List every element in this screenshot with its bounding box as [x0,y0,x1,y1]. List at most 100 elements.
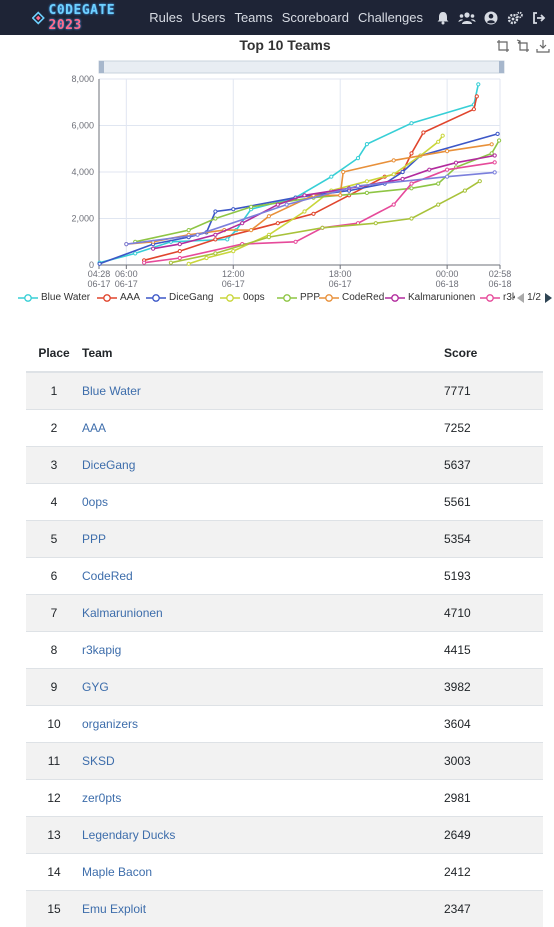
series-point[interactable] [285,203,288,206]
series-point[interactable] [392,159,395,162]
series-point[interactable] [498,139,501,142]
series-point[interactable] [134,252,137,255]
series-point[interactable] [125,243,128,246]
series-point[interactable] [214,217,217,220]
series-point[interactable] [276,222,279,225]
series-point[interactable] [187,229,190,232]
series-point[interactable] [214,233,217,236]
series-point[interactable] [178,250,181,253]
team-link[interactable]: r3kapig [82,643,121,657]
series-point[interactable] [490,143,493,146]
series-point[interactable] [226,238,229,241]
series-point[interactable] [178,243,181,246]
series-point[interactable] [214,238,217,241]
zoom-icon[interactable] [496,39,510,53]
series-point[interactable] [454,161,457,164]
team-link[interactable]: Maple Bacon [82,865,152,879]
user-circle-icon[interactable] [482,9,500,27]
series-point[interactable] [330,175,333,178]
series-point[interactable] [178,256,181,259]
series-point[interactable] [250,229,253,232]
team-link[interactable]: AAA [82,421,106,435]
series-point[interactable] [401,177,404,180]
series-point[interactable] [169,261,172,264]
team-link[interactable]: DiceGang [82,458,135,472]
series-point[interactable] [339,194,342,197]
series-0ops[interactable] [187,134,444,265]
nav-link-teams[interactable]: Teams [234,10,272,25]
series-point[interactable] [196,233,199,236]
series-point[interactable] [478,180,481,183]
legend-item-blue-water[interactable]: Blue Water [18,292,90,303]
series-point[interactable] [428,168,431,171]
series-point[interactable] [472,108,475,111]
series-point[interactable] [152,247,155,250]
series-point[interactable] [392,203,395,206]
series-point[interactable] [493,171,496,174]
series-point[interactable] [321,226,324,229]
legend-item-codered[interactable]: CodeRed [319,292,384,303]
datazoom-handle-left[interactable] [99,61,104,73]
series-point[interactable] [267,215,270,218]
nav-link-users[interactable]: Users [191,10,225,25]
series-point[interactable] [401,170,404,173]
series-point[interactable] [437,140,440,143]
series-point[interactable] [446,175,449,178]
series-point[interactable] [365,180,368,183]
series-point[interactable] [214,252,217,255]
series-point[interactable] [232,250,235,253]
series-point[interactable] [98,262,101,265]
legend-item-aaa[interactable]: AAA [97,292,140,303]
team-link[interactable]: organizers [82,717,138,731]
legend-item-0ops[interactable]: 0ops [220,292,265,303]
series-point[interactable] [356,157,359,160]
team-link[interactable]: PPP [82,532,106,546]
team-link[interactable]: GYG [82,680,109,694]
logout-icon[interactable] [530,9,548,27]
bell-icon[interactable] [434,9,452,27]
team-link[interactable]: CodeRed [82,569,133,583]
series-point[interactable] [312,212,315,215]
series-point[interactable] [410,122,413,125]
nav-link-scoreboard[interactable]: Scoreboard [282,10,349,25]
legend-item-kalmarunionen[interactable]: Kalmarunionen [385,292,475,303]
series-point[interactable] [477,83,480,86]
series-point[interactable] [356,184,359,187]
series-point[interactable] [410,217,413,220]
series-point[interactable] [410,182,413,185]
series-point[interactable] [496,132,499,135]
team-link[interactable]: Kalmarunionen [82,606,163,620]
series-point[interactable] [205,256,208,259]
series-point[interactable] [446,150,449,153]
legend-prev-icon[interactable] [517,293,524,303]
team-link[interactable]: Legendary Ducks [82,828,175,842]
series-point[interactable] [365,143,368,146]
team-link[interactable]: SKSD [82,754,115,768]
team-link[interactable]: 0ops [82,495,108,509]
series-point[interactable] [410,152,413,155]
series-point[interactable] [490,152,493,155]
series-point[interactable] [422,131,425,134]
series-point[interactable] [374,222,377,225]
series-point[interactable] [441,134,444,137]
series-point[interactable] [294,240,297,243]
legend-item-dicegang[interactable]: DiceGang [146,292,213,303]
team-link[interactable]: Emu Exploit [82,902,146,916]
datazoom-handle-right[interactable] [499,61,504,73]
series-point[interactable] [143,261,146,264]
series-point[interactable] [303,194,306,197]
series-ppp[interactable] [134,139,501,244]
series-point[interactable] [232,208,235,211]
series-point[interactable] [303,210,306,213]
series-point[interactable] [475,95,478,98]
series-point[interactable] [437,182,440,185]
nav-link-rules[interactable]: Rules [149,10,182,25]
series-point[interactable] [392,173,395,176]
cogs-icon[interactable] [506,9,524,27]
series-point[interactable] [267,236,270,239]
legend-item-ppp[interactable]: PPP [277,292,320,303]
series-point[interactable] [241,222,244,225]
legend-next-icon[interactable] [545,293,552,303]
series-point[interactable] [187,262,190,265]
brand-logo[interactable]: C0DEGATE 2023 [32,0,133,35]
